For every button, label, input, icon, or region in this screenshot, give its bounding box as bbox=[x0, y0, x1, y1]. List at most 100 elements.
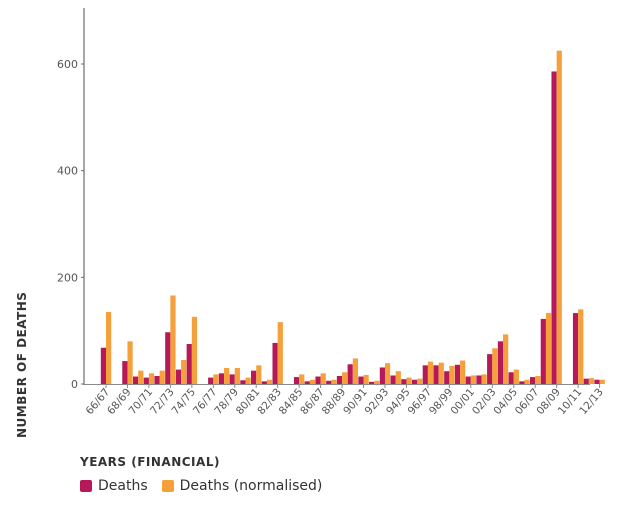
bar-deaths-normalised bbox=[535, 376, 541, 384]
bar-deaths bbox=[390, 375, 396, 384]
bar-deaths-normalised bbox=[599, 379, 605, 384]
bar-deaths-normalised bbox=[395, 371, 401, 384]
bar-deaths bbox=[583, 378, 589, 384]
bar-deaths bbox=[433, 365, 439, 384]
bar-deaths-normalised bbox=[266, 379, 273, 384]
bar-deaths bbox=[132, 376, 139, 384]
bar-deaths-normalised bbox=[256, 365, 262, 384]
bar-deaths bbox=[551, 71, 557, 384]
bar-deaths-normalised bbox=[417, 378, 423, 384]
bar-deaths-normalised bbox=[170, 295, 176, 384]
bar-deaths-normalised bbox=[481, 374, 487, 384]
bar-deaths bbox=[379, 367, 385, 384]
bar-deaths-normalised bbox=[374, 380, 380, 384]
legend-label-deaths: Deaths bbox=[98, 478, 148, 494]
bar-deaths-normalised bbox=[406, 377, 412, 384]
bar-deaths bbox=[476, 375, 482, 384]
bar-deaths bbox=[497, 341, 504, 384]
bar-deaths-normalised bbox=[352, 358, 358, 384]
bar-deaths bbox=[122, 361, 128, 384]
bar-deaths bbox=[540, 318, 546, 384]
bar-deaths-normalised bbox=[449, 365, 455, 384]
bar-deaths bbox=[175, 369, 182, 384]
bar-deaths-normalised bbox=[245, 377, 251, 384]
bar-deaths-normalised bbox=[331, 379, 337, 384]
bar-deaths-normalised bbox=[545, 313, 552, 384]
legend-swatch-deaths-normalised bbox=[161, 480, 174, 492]
bar-deaths bbox=[304, 381, 310, 384]
bar-deaths-normalised bbox=[106, 312, 112, 384]
x-ticks: 66/6768/6970/7172/7374/7576/7778/7980/81… bbox=[84, 384, 606, 417]
bar-deaths bbox=[465, 376, 471, 384]
bar-deaths bbox=[154, 376, 160, 384]
bar-deaths-normalised bbox=[342, 372, 348, 384]
bar-deaths bbox=[519, 381, 525, 384]
bar-deaths bbox=[315, 376, 321, 384]
bar-deaths bbox=[444, 371, 450, 384]
y-tick-label: 400 bbox=[57, 165, 78, 178]
bar-deaths-normalised bbox=[309, 379, 316, 384]
bar-deaths bbox=[251, 370, 257, 384]
bar-deaths-normalised bbox=[224, 368, 230, 384]
y-tick-label: 600 bbox=[57, 58, 78, 71]
bar-deaths-normalised bbox=[363, 374, 369, 384]
bars-group bbox=[100, 50, 605, 385]
bar-deaths-normalised bbox=[181, 360, 187, 384]
legend-label-deaths-normalised: Deaths (normalised) bbox=[179, 478, 323, 494]
legend: Deaths Deaths (normalised) bbox=[80, 478, 322, 494]
bar-deaths bbox=[401, 379, 407, 384]
bar-deaths-normalised bbox=[384, 363, 391, 384]
bar-deaths bbox=[218, 373, 225, 384]
bar-deaths-normalised bbox=[234, 368, 240, 384]
bar-deaths-normalised bbox=[438, 362, 444, 384]
bar-deaths-normalised bbox=[299, 374, 305, 384]
legend-item-deaths: Deaths bbox=[80, 478, 148, 494]
bar-deaths bbox=[229, 374, 235, 384]
y-ticks: 0 200 400 600 bbox=[57, 58, 84, 391]
bar-deaths bbox=[369, 381, 375, 384]
y-axis-title: NUMBER OF DEATHS bbox=[15, 292, 29, 438]
bar-deaths-normalised bbox=[277, 322, 283, 384]
bar-deaths-normalised bbox=[556, 50, 562, 385]
bar-deaths-normalised bbox=[159, 370, 165, 384]
bar-deaths bbox=[358, 376, 364, 384]
bar-deaths-normalised bbox=[320, 373, 326, 384]
x-tick-label: 12/13 bbox=[577, 386, 606, 417]
bar-deaths bbox=[261, 381, 267, 384]
bar-deaths-normalised bbox=[513, 369, 519, 384]
bar-deaths bbox=[530, 377, 536, 384]
bar-deaths-normalised bbox=[191, 316, 198, 384]
bar-deaths bbox=[165, 332, 171, 384]
bar-deaths bbox=[272, 342, 278, 384]
bar-deaths bbox=[186, 344, 192, 384]
bar-deaths-normalised bbox=[460, 360, 466, 384]
bar-deaths-normalised bbox=[127, 341, 133, 384]
bar-deaths-normalised bbox=[427, 361, 434, 384]
bar-deaths bbox=[326, 380, 332, 384]
bar-deaths bbox=[422, 365, 428, 384]
bar-deaths bbox=[100, 347, 106, 384]
bar-deaths-normalised bbox=[148, 373, 155, 384]
bar-deaths-normalised bbox=[492, 348, 498, 384]
bar-deaths bbox=[347, 364, 353, 384]
bar-deaths bbox=[454, 364, 461, 384]
bar-deaths bbox=[240, 380, 246, 384]
bar-deaths-normalised bbox=[138, 370, 144, 384]
bar-deaths bbox=[143, 377, 149, 384]
bar-deaths bbox=[336, 376, 343, 384]
bar-deaths bbox=[208, 377, 214, 384]
legend-swatch-deaths bbox=[80, 480, 92, 492]
bar-deaths-normalised bbox=[213, 374, 219, 384]
bar-deaths bbox=[508, 372, 514, 384]
y-tick-label: 0 bbox=[71, 378, 78, 391]
bar-deaths-normalised bbox=[503, 334, 509, 384]
bar-deaths-normalised bbox=[588, 378, 595, 384]
bar-deaths-normalised bbox=[470, 375, 477, 384]
bar-deaths bbox=[411, 379, 418, 384]
bar-deaths-normalised bbox=[578, 309, 584, 384]
x-axis-title: YEARS (FINANCIAL) bbox=[79, 455, 220, 469]
legend-item-deaths-normalised: Deaths (normalised) bbox=[161, 478, 323, 494]
y-tick-label: 200 bbox=[57, 271, 78, 284]
bar-deaths bbox=[594, 379, 600, 384]
